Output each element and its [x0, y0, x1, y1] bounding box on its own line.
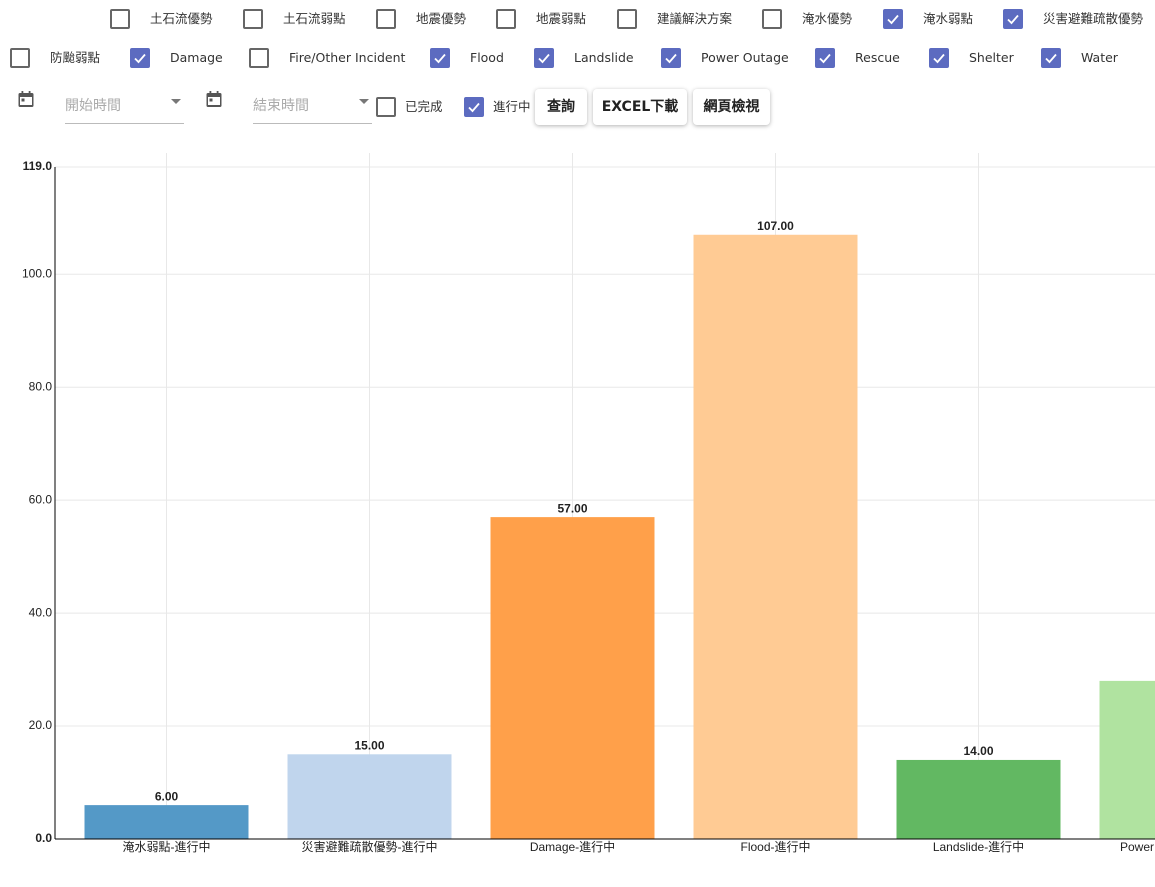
filter-label: Damage	[170, 50, 223, 65]
checkbox[interactable]	[496, 9, 516, 29]
dropdown-arrow	[171, 99, 181, 104]
button[interactable]: EXCEL下載	[593, 89, 687, 125]
checkbox[interactable]	[534, 48, 554, 68]
y-tick-label: 20.0	[29, 718, 53, 732]
checkbox[interactable]	[10, 48, 30, 68]
value-label: 15.00	[354, 738, 384, 752]
checkmark	[1007, 14, 1019, 25]
x-tick-label: 災害避難疏散優勢-進行中	[302, 839, 438, 854]
bar	[490, 517, 655, 839]
checkbox[interactable]	[1041, 48, 1061, 68]
calendar-shape	[18, 91, 34, 107]
filter-label: 淹水優勢	[802, 11, 853, 26]
checkbox[interactable]	[464, 97, 484, 117]
checkbox[interactable]	[243, 9, 263, 29]
calendar-icon[interactable]	[16, 89, 36, 109]
filter-label: Power Outage	[701, 50, 789, 65]
x-tick-label: Landslide-進行中	[933, 839, 1024, 854]
filter-label: 土石流弱點	[283, 11, 346, 26]
checkmark-path	[665, 53, 677, 64]
y-tick-label: 0.0	[35, 831, 52, 845]
y-tick-label: 40.0	[29, 605, 53, 619]
checkbox[interactable]	[1003, 9, 1023, 29]
checkbox[interactable]	[929, 48, 949, 68]
checkbox[interactable]	[376, 9, 396, 29]
checkmark	[434, 53, 446, 64]
checkmark	[538, 53, 550, 64]
checkbox[interactable]	[249, 48, 269, 68]
filter-label: Flood	[470, 50, 504, 65]
filter-label: Shelter	[969, 50, 1014, 65]
checkmark-path	[819, 53, 831, 64]
calendar-icon[interactable]	[204, 89, 224, 109]
checkbox[interactable]	[815, 48, 835, 68]
bar	[84, 805, 249, 839]
y-tick-label: 80.0	[29, 379, 53, 393]
x-tick-label: Power	[1120, 840, 1154, 854]
filter-label: 土石流優勢	[150, 11, 213, 26]
bar	[287, 754, 452, 839]
checkmark	[819, 53, 831, 64]
start-time-input[interactable]: 開始時間	[65, 89, 184, 124]
value-label: 6.00	[155, 789, 179, 803]
y-tick-label: 60.0	[29, 492, 53, 506]
checkmark-path	[933, 53, 945, 64]
y-tick-label: 100.0	[22, 266, 52, 280]
button[interactable]: 查詢	[535, 89, 587, 125]
checkmark	[1045, 53, 1057, 64]
bar	[896, 759, 1061, 839]
checkbox[interactable]	[130, 48, 150, 68]
y-tick-label: 119.0	[23, 159, 53, 173]
bar	[693, 234, 858, 839]
checkmark-path	[1007, 14, 1019, 25]
checkmark	[933, 53, 945, 64]
calendar-shape	[206, 91, 222, 107]
filter-label: 淹水弱點	[923, 11, 974, 26]
checkmark	[887, 14, 899, 25]
filter-label: Water	[1081, 50, 1118, 65]
checkbox[interactable]	[110, 9, 130, 29]
checkmark-path	[134, 53, 146, 64]
filter-label: 建議解決方案	[657, 11, 733, 26]
checkmark	[468, 102, 480, 113]
checkmark	[665, 53, 677, 64]
checkmark	[134, 53, 146, 64]
x-tick-label: Damage-進行中	[530, 839, 615, 854]
filter-label: 地震優勢	[416, 11, 467, 26]
checkmark-path	[434, 53, 446, 64]
checkbox[interactable]	[762, 9, 782, 29]
filter-label: 災害避難疏散優勢	[1043, 11, 1144, 26]
filter-label: Landslide	[574, 50, 634, 65]
filter-label: Rescue	[855, 50, 900, 65]
value-label: 107.00	[757, 219, 794, 233]
button[interactable]: 網頁檢視	[693, 89, 770, 125]
filter-label: 地震弱點	[536, 11, 587, 26]
filter-label: 防颱弱點	[50, 50, 101, 65]
checkmark-path	[887, 14, 899, 25]
checkmark-path	[1045, 53, 1057, 64]
status-label: 進行中	[493, 99, 531, 114]
x-tick-label: 淹水弱點-進行中	[123, 839, 211, 854]
checkbox[interactable]	[661, 48, 681, 68]
end-time-input[interactable]: 結束時間	[253, 89, 372, 124]
checkbox[interactable]	[883, 9, 903, 29]
x-tick-label: Flood-進行中	[740, 839, 810, 854]
checkbox[interactable]	[376, 97, 396, 117]
filter-label: Fire/Other Incident	[289, 50, 406, 65]
value-label: 14.00	[963, 744, 993, 758]
checkmark-path	[538, 53, 550, 64]
bar	[1099, 680, 1155, 839]
checkmark-path	[468, 102, 480, 113]
checkbox[interactable]	[617, 9, 637, 29]
checkbox[interactable]	[430, 48, 450, 68]
value-label: 57.00	[557, 501, 587, 515]
dropdown-arrow	[359, 99, 369, 104]
status-label: 已完成	[405, 99, 443, 114]
